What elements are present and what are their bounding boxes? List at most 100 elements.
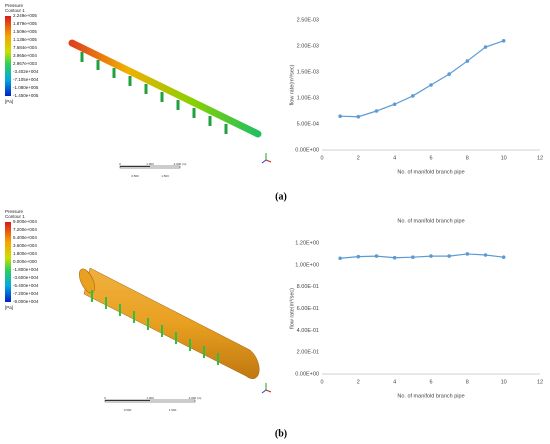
legend-label: -3.600e+004: [13, 275, 39, 280]
data-point: [483, 253, 488, 257]
x-tick-label: 0: [320, 155, 323, 161]
scale-label: 2.000 (m): [174, 162, 187, 166]
legend-label: 0.000e+000: [13, 259, 37, 264]
chart-title: No. of manifold branch pipe: [397, 218, 464, 224]
legend-label: 5.400e+004: [13, 235, 37, 240]
data-point: [465, 59, 470, 63]
legend-label: -9.000e+004: [13, 299, 39, 304]
scale-label: 1.500: [169, 408, 177, 412]
data-point: [356, 114, 361, 119]
y-axis-label: flow rate(m³/sec): [289, 64, 295, 105]
y-tick-label: 6.00E-01: [297, 306, 319, 312]
caption: (a): [275, 191, 287, 202]
data-point: [392, 255, 397, 260]
data-point: [429, 83, 433, 87]
scale-label: 0.500: [131, 174, 139, 178]
x-tick-label: 12: [537, 155, 543, 161]
data-point: [374, 254, 379, 258]
series-line: [340, 253, 504, 259]
y-tick-label: 8.00E-01: [297, 284, 319, 290]
y-axis-label: flow rate(m³/sec): [289, 288, 295, 329]
data-point: [392, 102, 397, 107]
x-tick-label: 8: [466, 379, 469, 385]
colorbar: [5, 16, 11, 96]
data-point: [411, 94, 415, 98]
legend-label: 9.000e+004: [13, 219, 37, 224]
legend-label: -1.450e+005: [13, 93, 39, 98]
y-tick-label: 0.00E+00: [295, 371, 319, 377]
legend-label: 3.965e+004: [13, 53, 37, 58]
x-tick-label: 4: [393, 155, 396, 161]
x-tick-label: 0: [320, 379, 323, 385]
y-tick-label: 2.50E-03: [297, 17, 319, 23]
scale-label: 1.500: [161, 174, 169, 178]
legend-label: 1.138e+005: [13, 37, 37, 42]
y-tick-label: 1.20E+00: [295, 240, 319, 246]
cfd-image-b: [79, 267, 260, 380]
scale-label: 0: [119, 162, 121, 166]
legend-label: 2.967e+003: [13, 61, 37, 66]
caption: (b): [275, 428, 287, 439]
data-point: [411, 255, 415, 259]
colorbar: [5, 222, 11, 302]
legend-subtitle: Contour 1: [5, 8, 25, 13]
legend-label: 2.249e+005: [13, 13, 37, 18]
scale-label: 1.000: [146, 162, 154, 166]
data-point: [338, 114, 342, 118]
legend-title: Pressure: [5, 209, 24, 214]
scale-label: 0: [104, 396, 106, 400]
legend-unit: [Pa]: [5, 99, 13, 104]
data-point: [501, 39, 506, 43]
y-tick-label: 4.00E-01: [297, 328, 319, 334]
series-line: [340, 40, 504, 118]
legend-label: 1.800e+004: [13, 251, 37, 256]
y-tick-label: 1.00E-03: [297, 95, 319, 101]
y-tick-label: 5.00E-04: [297, 121, 319, 127]
legend-label: 1.509e+005: [13, 29, 37, 34]
scale-label: 2.000 (m): [189, 396, 202, 400]
data-point: [429, 254, 433, 258]
data-point: [465, 252, 470, 256]
legend-label: 1.879e+005: [13, 21, 37, 26]
data-point: [447, 254, 451, 258]
scale-label: 1.000: [146, 396, 154, 400]
data-point: [501, 255, 506, 259]
y-tick-label: 2.00E-03: [297, 43, 319, 49]
y-tick-label: 0.00E+00: [295, 147, 319, 153]
cfd-image-a: [68, 39, 262, 138]
y-tick-label: 2.00E-01: [297, 350, 319, 356]
legend-subtitle: Contour 1: [5, 214, 25, 219]
legend-label: 3.600e+004: [13, 243, 37, 248]
scale-bar-b: [104, 399, 196, 403]
x-tick-label: 12: [537, 379, 543, 385]
legend-label: 7.684e+004: [13, 45, 37, 50]
legend-label: -7.105e+004: [13, 77, 39, 82]
legend-label: -1.080e+005: [13, 85, 39, 90]
y-tick-label: 1.00E+00: [295, 262, 319, 268]
legend-label: -7.200e+004: [13, 291, 39, 296]
x-tick-label: 6: [429, 155, 432, 161]
axis-triad-a: [261, 153, 272, 164]
data-point: [447, 72, 451, 76]
legend-label: -1.800e+004: [13, 267, 39, 272]
scale-label: 0.500: [124, 408, 132, 412]
data-point: [483, 45, 488, 49]
legend-label: -3.402e+004: [13, 69, 39, 74]
legend-unit: [Pa]: [5, 305, 13, 310]
scale-bar-a: [119, 165, 181, 169]
x-axis-label: No. of manifold branch pipe: [397, 393, 464, 399]
data-point: [374, 109, 379, 113]
x-axis-label: No. of manifold branch pipe: [397, 169, 464, 175]
x-tick-label: 6: [429, 379, 432, 385]
x-tick-label: 2: [357, 379, 360, 385]
legend-label: 7.200e+004: [13, 227, 37, 232]
data-point: [338, 256, 342, 261]
x-tick-label: 2: [357, 155, 360, 161]
x-tick-label: 4: [393, 379, 396, 385]
axis-triad-b: [261, 383, 272, 394]
x-tick-label: 10: [501, 379, 507, 385]
legend-title: Pressure: [5, 3, 24, 8]
data-point: [356, 254, 361, 259]
x-tick-label: 8: [466, 155, 469, 161]
